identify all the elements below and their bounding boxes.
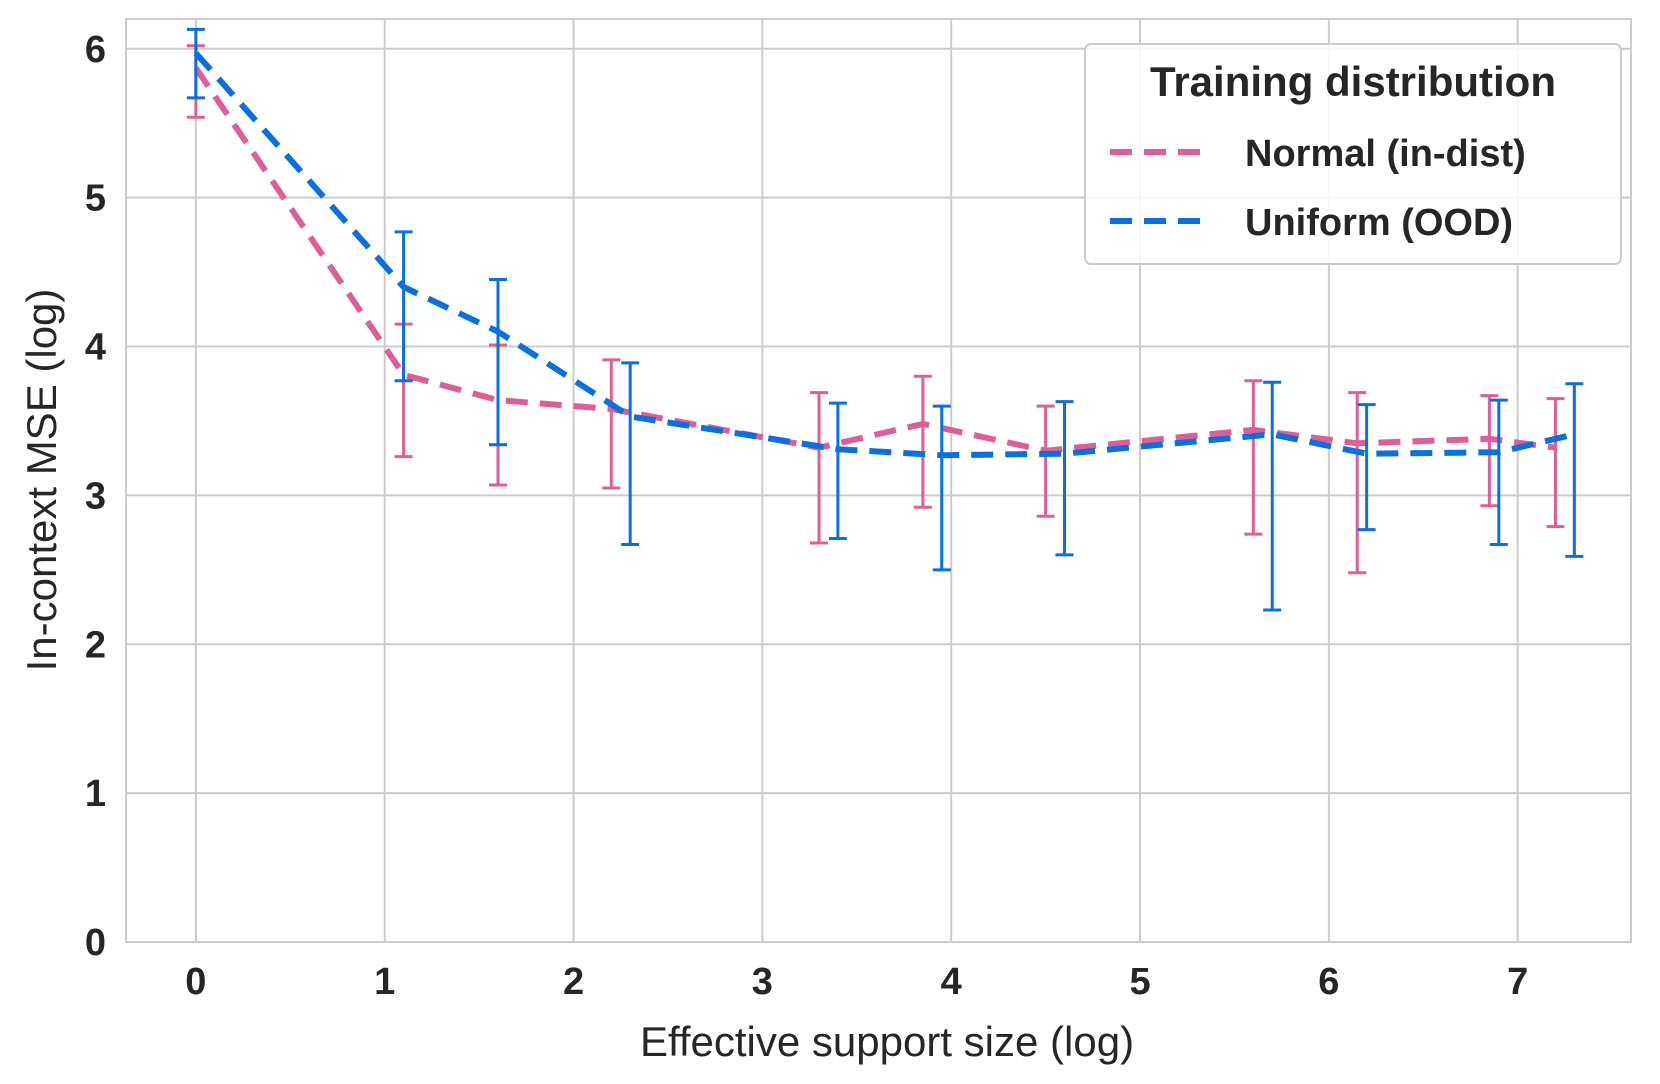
data-point-uniform	[836, 447, 840, 451]
data-point-uniform	[1063, 452, 1067, 456]
error-bar-uniform	[489, 278, 508, 447]
x-tick-label: 0	[185, 961, 206, 1003]
data-point-uniform	[1270, 432, 1274, 436]
data-point-uniform	[402, 285, 406, 289]
error-bar-uniform	[621, 361, 640, 547]
legend-box	[1084, 43, 1622, 265]
data-point-uniform	[496, 330, 500, 334]
x-axis-label: Effective support size (log)	[640, 1018, 1134, 1065]
error-bar-normal	[602, 358, 621, 490]
data-point-normal	[1553, 446, 1557, 450]
data-point-uniform	[194, 51, 198, 55]
error-bar-uniform	[186, 27, 205, 100]
y-tick-label: 2	[85, 624, 106, 666]
y-tick-label: 3	[85, 475, 106, 517]
y-tick-label: 5	[85, 178, 106, 220]
x-tick-label: 6	[1318, 961, 1339, 1003]
error-bar-normal	[810, 391, 829, 545]
error-bar-normal	[1348, 391, 1367, 575]
y-tick-label: 4	[85, 327, 106, 369]
data-point-normal	[1251, 428, 1255, 432]
x-tick-label: 5	[1129, 961, 1150, 1003]
ticks: 0 1 2 3 4 5 6 7 0 1 2 3 4 5 6	[85, 29, 1528, 1003]
x-tick-label: 3	[752, 961, 773, 1003]
series-line-uniform	[193, 51, 1576, 459]
data-point-uniform	[628, 414, 632, 418]
error-bar-uniform	[1565, 382, 1584, 558]
data-point-uniform	[1497, 450, 1501, 454]
legend-title: Training distribution	[1150, 58, 1556, 105]
x-tick-label: 7	[1507, 961, 1528, 1003]
data-point-uniform	[940, 453, 944, 457]
error-bar-normal	[1244, 379, 1263, 536]
data-point-normal	[1487, 437, 1491, 441]
x-tick-label: 2	[563, 961, 584, 1003]
y-axis-label: In-context MSE (log)	[18, 289, 65, 672]
error-bar-uniform	[1357, 403, 1376, 532]
error-bar-normal	[1036, 404, 1055, 518]
legend-label-uniform: Uniform (OOD)	[1245, 202, 1513, 244]
data-point-uniform	[1572, 432, 1576, 436]
error-bar-uniform	[828, 401, 847, 541]
x-tick-label: 4	[941, 961, 962, 1003]
series-line-normal	[193, 66, 1556, 454]
legend-label-normal: Normal (in-dist)	[1245, 133, 1526, 175]
error-bar-uniform	[1055, 400, 1074, 557]
series-uniform	[186, 27, 1584, 612]
error-bar-uniform	[932, 404, 951, 572]
error-bar-uniform	[1489, 398, 1508, 547]
error-bar-normal	[913, 374, 932, 509]
x-tick-label: 1	[374, 961, 395, 1003]
data-point-uniform	[1365, 452, 1369, 456]
error-bar-uniform	[1263, 380, 1282, 612]
data-point-normal	[1355, 441, 1359, 445]
y-tick-label: 1	[85, 773, 106, 815]
data-point-normal	[921, 422, 925, 426]
series-layer	[186, 27, 1584, 612]
error-bar-normal	[1546, 397, 1565, 529]
legend: Training distribution Normal (in-dist) U…	[1084, 43, 1622, 265]
error-bar-uniform	[394, 230, 413, 383]
plot-frame	[125, 18, 1632, 943]
y-tick-label: 0	[85, 922, 106, 964]
y-tick-label: 6	[85, 29, 106, 71]
